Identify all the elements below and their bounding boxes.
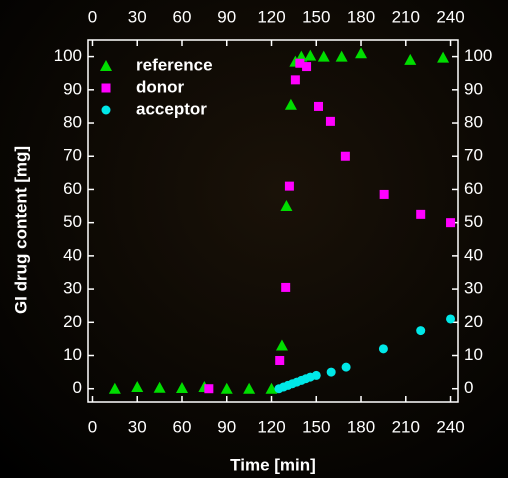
x-tick-label-top: 150 (302, 7, 330, 26)
point (281, 283, 290, 292)
x-tick-label: 240 (436, 417, 464, 436)
point (446, 314, 455, 323)
point (326, 117, 335, 126)
y-tick-label: 100 (54, 46, 82, 65)
y-tick-label: 70 (63, 146, 82, 165)
point (416, 210, 425, 219)
point (312, 371, 321, 380)
y-tick-label: 80 (63, 113, 82, 132)
y-tick-label-right: 0 (464, 378, 473, 397)
y-tick-label: 60 (63, 179, 82, 198)
x-tick-label-top: 180 (347, 7, 375, 26)
x-tick-label: 150 (302, 417, 330, 436)
y-tick-label: 40 (63, 245, 82, 264)
x-tick-label: 30 (128, 417, 147, 436)
y-tick-label: 50 (63, 212, 82, 231)
y-tick-label-right: 90 (464, 79, 483, 98)
point (416, 326, 425, 335)
y-tick-label: 0 (73, 378, 82, 397)
legend-label: donor (136, 77, 185, 96)
x-tick-label-top: 210 (392, 7, 420, 26)
chart: Time [min] GI drug content [mg] 0 0 30 30 60… (0, 0, 508, 478)
y-tick-label: 30 (63, 279, 82, 298)
x-tick-label: 120 (257, 417, 285, 436)
point (314, 102, 323, 111)
y-axis-label: GI drug content [mg] (11, 146, 30, 314)
x-tick-label-top: 60 (173, 7, 192, 26)
x-axis-label: Time [min] (230, 455, 316, 474)
point (204, 384, 213, 393)
y-tick-label: 90 (63, 79, 82, 98)
x-tick-label-top: 90 (217, 7, 236, 26)
y-tick-label: 20 (63, 312, 82, 331)
legend-label: acceptor (136, 99, 207, 118)
legend-label: reference (136, 55, 213, 74)
background (0, 0, 508, 478)
x-tick-label-top: 30 (128, 7, 147, 26)
point (291, 75, 300, 84)
point (342, 363, 351, 372)
y-tick-label: 10 (63, 345, 82, 364)
point (380, 190, 389, 199)
y-tick-label-right: 20 (464, 312, 483, 331)
point (327, 368, 336, 377)
point (341, 152, 350, 161)
legend-marker (102, 106, 111, 115)
y-tick-label-right: 50 (464, 212, 483, 231)
x-tick-label: 0 (88, 417, 97, 436)
y-tick-label-right: 40 (464, 245, 483, 264)
y-tick-label-right: 10 (464, 345, 483, 364)
x-tick-label: 210 (392, 417, 420, 436)
y-tick-label-right: 30 (464, 279, 483, 298)
point (275, 356, 284, 365)
y-tick-label-right: 60 (464, 179, 483, 198)
point (446, 218, 455, 227)
point (379, 344, 388, 353)
y-tick-label-right: 80 (464, 113, 483, 132)
y-tick-label-right: 100 (464, 46, 492, 65)
legend-marker (102, 84, 111, 93)
x-tick-label-top: 240 (436, 7, 464, 26)
point (285, 182, 294, 191)
x-tick-label: 90 (217, 417, 236, 436)
y-tick-label-right: 70 (464, 146, 483, 165)
x-tick-label: 60 (173, 417, 192, 436)
point (302, 62, 311, 71)
x-tick-label: 180 (347, 417, 375, 436)
x-tick-label-top: 0 (88, 7, 97, 26)
x-tick-label-top: 120 (257, 7, 285, 26)
